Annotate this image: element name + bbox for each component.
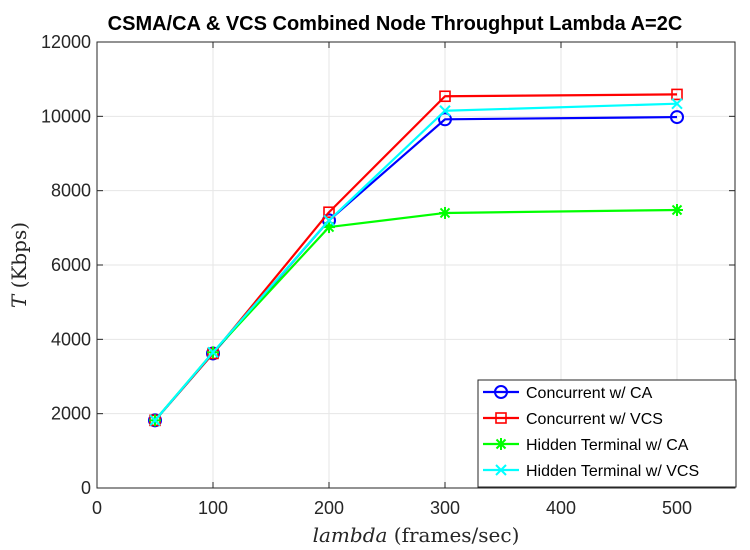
x-marker-stroke [439, 105, 451, 117]
y-tick-label: 12000 [41, 32, 91, 52]
legend-marker-2 [495, 438, 507, 450]
data-point-series-2 [323, 221, 335, 234]
legend-marker-0 [494, 385, 508, 399]
legend: Concurrent w/ CA Concurrent w/ VCS Hidden … [477, 379, 737, 488]
legend-label-0: Concurrent w/ CA [526, 385, 653, 402]
x-marker-stroke [149, 414, 161, 427]
y-tick-label: 4000 [51, 329, 91, 349]
legend-label-3: Hidden Terminal w/ VCS [526, 463, 699, 480]
asterisk-marker-stroke [671, 204, 683, 216]
y-tick-label: 6000 [51, 255, 91, 275]
y-tick-label: 8000 [51, 181, 91, 201]
square-marker-shape [495, 412, 507, 424]
x-tick-label: 300 [430, 498, 460, 518]
legend-label-1: Concurrent w/ VCS [526, 411, 663, 428]
square-marker-shape [439, 90, 451, 103]
square-marker-shape [671, 88, 683, 101]
y-axis-ticks: 0 2000 4000 6000 8000 10000 12000 [41, 32, 735, 498]
y-tick-label: 2000 [51, 404, 91, 424]
series-line-3 [154, 102, 678, 422]
x-axis-label: lambda (frames/sec) [313, 523, 520, 547]
circle-marker-shape [494, 385, 508, 399]
y-axis-label: T (Kbps) [7, 222, 31, 308]
y-tick-label: 0 [81, 478, 91, 498]
data-point-series-2 [439, 206, 451, 219]
grid-lines [97, 42, 735, 488]
x-tick-label: 200 [314, 498, 344, 518]
legend-box [477, 379, 737, 488]
x-marker-stroke [671, 97, 683, 110]
data-point-series-3 [439, 105, 451, 117]
data-point-series-0 [670, 110, 684, 125]
x-marker-stroke [323, 214, 335, 227]
data-point-series-3 [323, 214, 335, 227]
data-point-series-1 [323, 206, 335, 219]
legend-marker-1 [495, 412, 507, 424]
data-point-series-3 [149, 414, 161, 427]
chart-title: CSMA/CA & VCS Combined Node Throughput L… [108, 13, 683, 35]
x-tick-label: 0 [92, 498, 102, 518]
y-axis-unit: (Kbps) [7, 222, 31, 295]
x-marker-stroke [207, 346, 219, 359]
data-point-series-0 [438, 112, 452, 127]
square-marker-shape [323, 206, 335, 219]
asterisk-marker-stroke [439, 207, 451, 219]
circle-marker-shape [670, 110, 684, 125]
x-axis-variable: lambda [313, 523, 388, 547]
data-point-series-1 [439, 90, 451, 103]
y-axis-variable: T [7, 293, 31, 308]
data-point-series-3 [207, 346, 219, 359]
data-point-series-2 [671, 203, 683, 216]
data-point-series-1 [671, 88, 683, 101]
x-axis-ticks: 0 100 200 300 400 500 [92, 42, 692, 518]
circle-marker-shape [438, 112, 452, 127]
series-line-0 [154, 115, 678, 422]
x-tick-label: 500 [662, 498, 692, 518]
x-marker-stroke [495, 464, 507, 476]
data-point-series-3 [671, 97, 683, 110]
x-tick-label: 400 [546, 498, 576, 518]
x-axis-unit: (frames/sec) [387, 523, 519, 547]
series-group [148, 88, 684, 428]
asterisk-marker-stroke [495, 438, 507, 450]
legend-label-2: Hidden Terminal w/ CA [526, 437, 689, 454]
legend-marker-3 [495, 464, 507, 476]
x-tick-label: 100 [198, 498, 228, 518]
y-tick-label: 10000 [41, 106, 91, 126]
